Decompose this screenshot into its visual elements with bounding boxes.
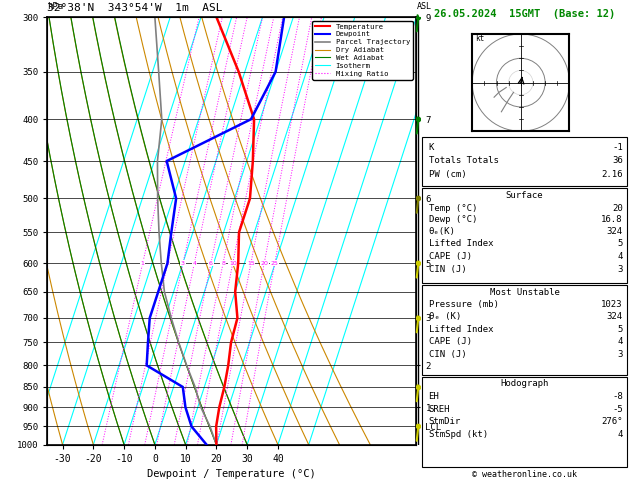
Text: 5: 5 — [617, 240, 623, 248]
Text: Most Unstable: Most Unstable — [489, 288, 560, 296]
Text: Pressure (mb): Pressure (mb) — [428, 300, 498, 309]
Text: kt: kt — [475, 35, 484, 43]
Text: CIN (J): CIN (J) — [428, 350, 466, 359]
Text: 25: 25 — [271, 260, 279, 266]
Text: 3: 3 — [181, 260, 185, 266]
Text: 4: 4 — [617, 337, 623, 346]
Text: StmSpd (kt): StmSpd (kt) — [428, 430, 487, 439]
Text: 6: 6 — [209, 260, 213, 266]
Text: θₑ(K): θₑ(K) — [428, 227, 455, 236]
Text: 36: 36 — [612, 156, 623, 165]
Legend: Temperature, Dewpoint, Parcel Trajectory, Dry Adiabat, Wet Adiabat, Isotherm, Mi: Temperature, Dewpoint, Parcel Trajectory… — [313, 20, 413, 80]
Text: 26.05.2024  15GMT  (Base: 12): 26.05.2024 15GMT (Base: 12) — [434, 9, 615, 19]
Text: 16.8: 16.8 — [601, 215, 623, 224]
Text: SREH: SREH — [428, 405, 450, 414]
Text: 10: 10 — [229, 260, 237, 266]
Text: Totals Totals: Totals Totals — [428, 156, 498, 165]
Text: PW (cm): PW (cm) — [428, 170, 466, 179]
Text: 1: 1 — [141, 260, 145, 266]
Text: Lifted Index: Lifted Index — [428, 325, 493, 333]
Text: 2: 2 — [165, 260, 170, 266]
Text: Lifted Index: Lifted Index — [428, 240, 493, 248]
Text: 3: 3 — [617, 350, 623, 359]
Text: © weatheronline.co.uk: © weatheronline.co.uk — [472, 469, 577, 479]
Text: -5: -5 — [612, 405, 623, 414]
Text: Dewp (°C): Dewp (°C) — [428, 215, 477, 224]
Text: Temp (°C): Temp (°C) — [428, 204, 477, 212]
Text: 4: 4 — [192, 260, 196, 266]
Text: 276°: 276° — [601, 417, 623, 426]
Text: -8: -8 — [612, 392, 623, 401]
Text: 15: 15 — [247, 260, 255, 266]
Text: 4: 4 — [617, 252, 623, 261]
Text: EH: EH — [428, 392, 439, 401]
Text: 32°38'N  343°54'W  1m  ASL: 32°38'N 343°54'W 1m ASL — [47, 3, 223, 14]
Text: km
ASL: km ASL — [416, 0, 431, 11]
Text: K: K — [428, 143, 434, 152]
Text: -1: -1 — [612, 143, 623, 152]
Text: 20: 20 — [612, 204, 623, 212]
Text: 8: 8 — [221, 260, 225, 266]
Text: StmDir: StmDir — [428, 417, 461, 426]
Text: hPa: hPa — [47, 1, 64, 11]
Text: 2.16: 2.16 — [601, 170, 623, 179]
Text: CIN (J): CIN (J) — [428, 265, 466, 274]
Text: 1023: 1023 — [601, 300, 623, 309]
Text: θₑ (K): θₑ (K) — [428, 312, 461, 321]
Text: CAPE (J): CAPE (J) — [428, 337, 472, 346]
Text: CAPE (J): CAPE (J) — [428, 252, 472, 261]
Text: 4: 4 — [617, 430, 623, 439]
Text: 5: 5 — [617, 325, 623, 333]
Text: 324: 324 — [606, 227, 623, 236]
Text: 3: 3 — [617, 265, 623, 274]
Text: Hodograph: Hodograph — [501, 380, 548, 388]
X-axis label: Dewpoint / Temperature (°C): Dewpoint / Temperature (°C) — [147, 469, 316, 479]
Text: 20: 20 — [260, 260, 268, 266]
Text: Surface: Surface — [506, 191, 543, 200]
Text: 324: 324 — [606, 312, 623, 321]
